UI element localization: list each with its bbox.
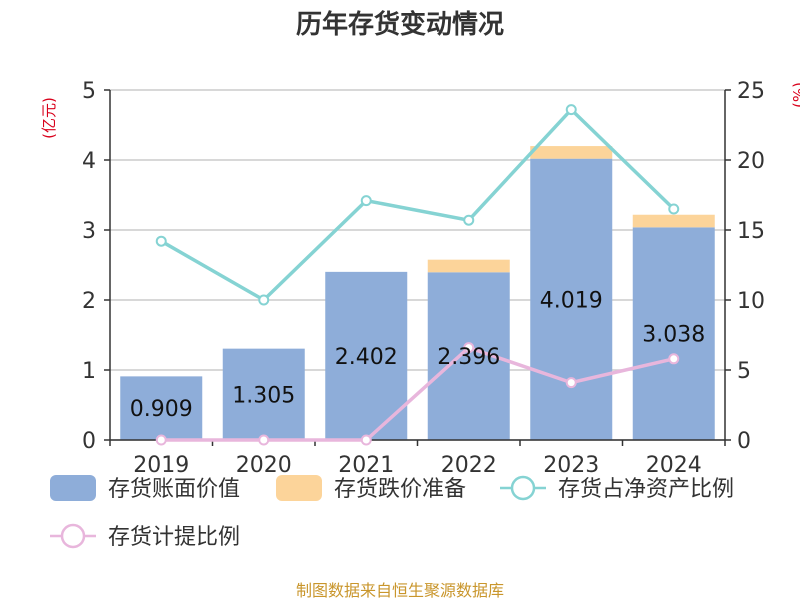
right-axis-unit: (%)	[790, 82, 800, 108]
bar-value-label: 1.305	[232, 383, 295, 408]
chart-title: 历年存货变动情况	[296, 9, 504, 40]
left-axis-unit: (亿元)	[40, 97, 58, 139]
provision-ratio-point	[360, 434, 372, 446]
x-tick-label: 2019	[133, 453, 189, 478]
right-tick-label: 10	[737, 289, 765, 314]
bar-value-label: 2.396	[437, 345, 500, 370]
bar-provision	[530, 146, 613, 159]
source-note: 制图数据来自恒生聚源数据库	[296, 581, 504, 600]
net-asset-ratio-point	[155, 235, 167, 247]
bar-value-label: 0.909	[130, 397, 193, 422]
right-tick-label: 20	[737, 149, 765, 174]
right-tick-label: 5	[737, 359, 751, 384]
legend-net-asset-ratio-label: 存货占净资产比例	[558, 477, 734, 502]
bar-value-label: 4.019	[540, 288, 603, 313]
net-asset-ratio-point	[463, 214, 475, 226]
x-tick-label: 2020	[236, 453, 292, 478]
axes: 0 1 2 3 4 5 0 5 10 15 20 25 2019 2020 2021 2022 2023 2024	[82, 79, 765, 478]
bar-provision	[427, 259, 510, 273]
bar-value-label: 2.402	[335, 345, 398, 370]
provision-ratio-point	[668, 353, 680, 365]
provision-ratio-line	[161, 345, 675, 442]
legend-net-asset-ratio-marker	[510, 475, 536, 501]
bar-book-value	[120, 376, 203, 440]
net-asset-ratio-point	[668, 203, 680, 215]
left-tick-label: 2	[82, 289, 96, 314]
data-labels: 0.909 1.305 2.402 2.396 4.019 3.038	[130, 288, 705, 422]
right-tick-label: 25	[737, 79, 765, 104]
provision-ratio-point	[155, 434, 167, 446]
net-asset-ratio-point	[565, 104, 577, 116]
left-tick-label: 1	[82, 359, 96, 384]
legend-provision-swatch	[276, 475, 322, 501]
right-tick-label: 0	[737, 429, 751, 454]
bar-provision	[632, 214, 715, 228]
net-asset-ratio-point	[258, 294, 270, 306]
bar-book-value	[530, 158, 613, 441]
x-tick-label: 2021	[338, 453, 394, 478]
line-series	[155, 104, 680, 446]
legend-book-value-swatch	[50, 475, 96, 501]
provision-ratio-point	[463, 342, 475, 354]
legend-provision-ratio-marker	[60, 523, 86, 549]
bar-book-value	[325, 271, 408, 440]
bar-book-value	[222, 348, 305, 440]
left-tick-label: 5	[82, 79, 96, 104]
legend-provision-label: 存货跌价准备	[334, 477, 466, 502]
net-asset-ratio-point	[360, 195, 372, 207]
x-tick-label: 2023	[543, 453, 599, 478]
legend-provision-ratio-label: 存货计提比例	[108, 525, 240, 550]
bar-book-value	[632, 227, 715, 440]
x-tick-label: 2024	[646, 453, 702, 478]
left-tick-label: 4	[82, 149, 96, 174]
provision-ratio-point	[565, 377, 577, 389]
right-tick-label: 15	[737, 219, 765, 244]
net-asset-ratio-line	[160, 107, 675, 303]
left-tick-label: 0	[82, 429, 96, 454]
x-tick-label: 2022	[441, 453, 497, 478]
provision-ratio-point	[258, 434, 270, 446]
bar-value-label: 3.038	[642, 323, 705, 348]
left-tick-label: 3	[82, 219, 96, 244]
legend-book-value-label: 存货账面价值	[108, 477, 240, 502]
